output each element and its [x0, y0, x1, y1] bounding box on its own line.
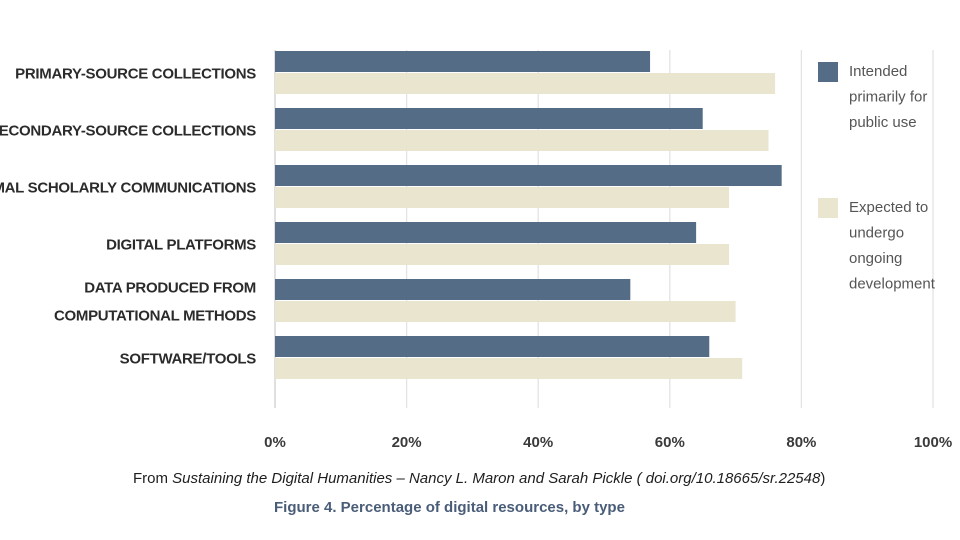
legend-swatch — [818, 62, 838, 82]
bar-public-use — [275, 108, 703, 129]
category-label: DIGITAL PLATFORMS — [106, 237, 256, 254]
category-label: INFORMAL SCHOLARLY COMMUNICATIONS — [0, 180, 256, 197]
bar-ongoing-development — [275, 358, 743, 379]
bars — [275, 51, 782, 379]
bar-public-use — [275, 222, 697, 243]
legend-swatch — [818, 198, 838, 218]
bar-ongoing-development — [275, 73, 776, 94]
source-prefix: From — [133, 470, 173, 487]
bar-public-use — [275, 336, 710, 357]
legend: Intended primarily for public use Expected … — [818, 62, 936, 293]
legend-label: development — [849, 276, 936, 293]
x-tick-label: 80% — [786, 434, 816, 451]
x-tick-label: 60% — [655, 434, 685, 451]
legend-label: public use — [849, 114, 917, 131]
legend-label: undergo — [849, 225, 904, 242]
figure-caption: Figure 4. Percentage of digital resource… — [274, 499, 625, 516]
source-citation: From Sustaining the Digital Humanities –… — [133, 470, 933, 487]
bar-ongoing-development — [275, 244, 730, 265]
x-tick-label: 0% — [264, 434, 286, 451]
legend-label: Intended — [849, 63, 907, 80]
category-label: SOFTWARE/TOOLS — [120, 351, 257, 368]
x-tick-label: 40% — [523, 434, 553, 451]
category-label: COMPUTATIONAL METHODS — [54, 308, 256, 325]
category-label: DATA PRODUCED FROM — [84, 280, 256, 297]
source-title: Sustaining the Digital Humanities – Nanc… — [172, 470, 821, 487]
bar-ongoing-development — [275, 130, 769, 151]
x-tick-label: 100% — [914, 434, 952, 451]
bar-public-use — [275, 165, 782, 186]
bar-public-use — [275, 279, 631, 300]
category-label: SECONDARY-SOURCE COLLECTIONS — [0, 123, 256, 140]
x-axis-tick-labels: 0% 20% 40% 60% 80% 100% — [264, 434, 952, 451]
source-suffix: ) — [820, 470, 826, 487]
bar-ongoing-development — [275, 301, 736, 322]
category-labels: PRIMARY-SOURCE COLLECTIONS SECONDARY-SOUR… — [0, 66, 257, 368]
bar-ongoing-development — [275, 187, 730, 208]
category-label: PRIMARY-SOURCE COLLECTIONS — [15, 66, 256, 83]
bar-public-use — [275, 51, 651, 72]
legend-label: Expected to — [849, 199, 928, 216]
legend-label: ongoing — [849, 250, 902, 267]
x-tick-label: 20% — [392, 434, 422, 451]
legend-label: primarily for — [849, 89, 927, 106]
